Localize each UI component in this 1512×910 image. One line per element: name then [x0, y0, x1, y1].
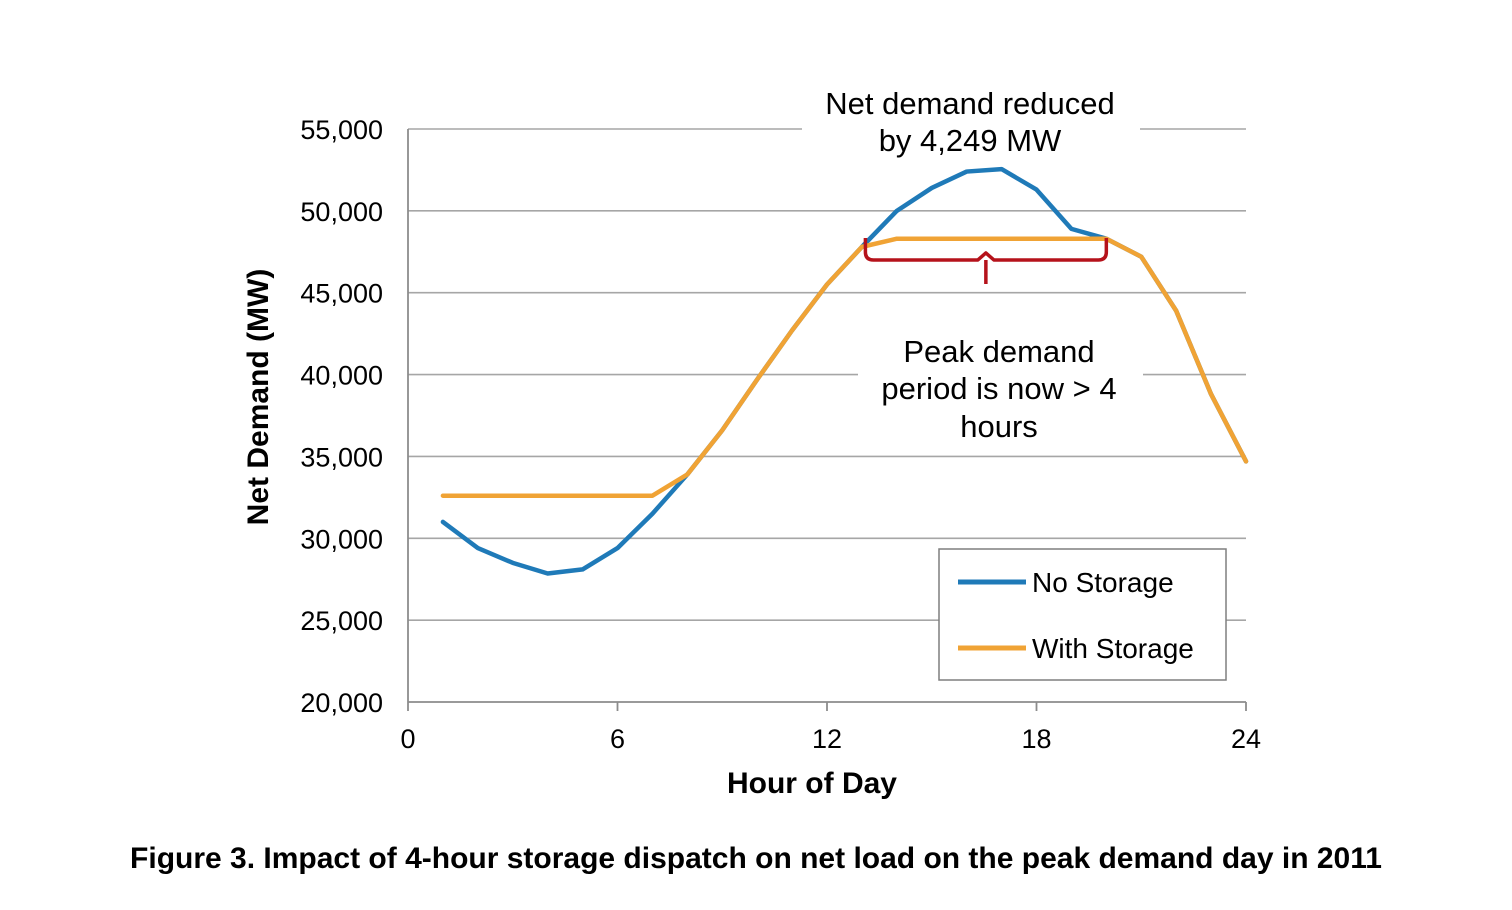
annotation-reduced-line-2: by 4,249 MW — [879, 123, 1062, 158]
x-tick-label: 12 — [812, 724, 842, 754]
annotation-peak-line-3: hours — [960, 409, 1038, 444]
annotation-reduced-bg — [802, 85, 1140, 163]
series-line-with-storage — [440, 236, 1249, 498]
y-tick-label: 20,000 — [300, 688, 383, 718]
y-tick-label: 55,000 — [300, 115, 383, 145]
figure-caption: Figure 3. Impact of 4-hour storage dispa… — [130, 842, 1382, 875]
y-tick-label: 45,000 — [300, 279, 383, 309]
annotation-peak-line-2: period is now > 4 — [881, 371, 1116, 406]
x-tick-label: 0 — [400, 724, 415, 754]
x-tick-label: 6 — [610, 724, 625, 754]
y-tick-labels: 20,000 25,000 30,000 35,000 40,000 45,000 50,0… — [300, 115, 383, 718]
x-tick-labels: 0 6 12 18 24 — [400, 724, 1261, 754]
gridlines — [408, 128, 1246, 621]
y-tick-label: 35,000 — [300, 442, 383, 472]
legend-box — [938, 548, 1227, 681]
series-lines — [440, 166, 1249, 576]
legend: No Storage With Storage — [938, 548, 1227, 681]
x-tick-label: 18 — [1021, 724, 1051, 754]
x-tick-label: 24 — [1231, 724, 1261, 754]
annotation-peak-line-1: Peak demand — [903, 334, 1094, 369]
y-tick-label: 40,000 — [300, 361, 383, 391]
annotation-peak-bg — [858, 330, 1143, 448]
legend-label-no-storage: No Storage — [1032, 567, 1174, 598]
y-tick-label: 50,000 — [300, 197, 383, 227]
y-tick-label: 25,000 — [300, 606, 383, 636]
axes — [407, 129, 1247, 711]
y-tick-label: 30,000 — [300, 524, 383, 554]
annotation-reduced-line-1: Net demand reduced — [825, 86, 1115, 121]
peak-period-bracket — [863, 237, 1109, 284]
y-axis-title: Net Demand (MW) — [242, 269, 275, 526]
legend-label-with-storage: With Storage — [1032, 633, 1194, 664]
x-axis-title: Hour of Day — [727, 767, 897, 800]
